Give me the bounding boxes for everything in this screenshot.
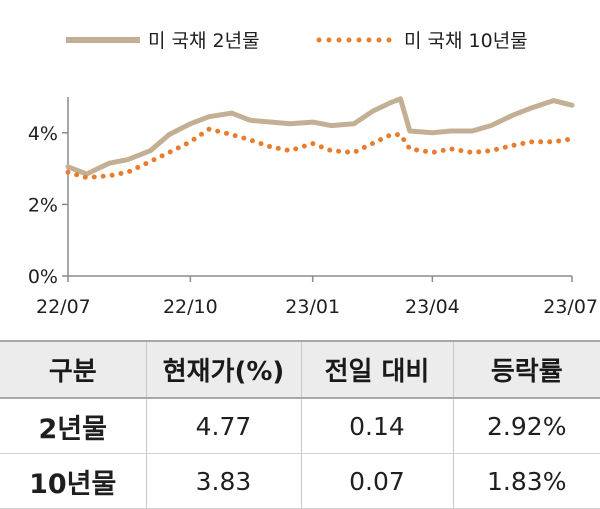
cell-change: 0.14 (301, 398, 453, 454)
cell-current-price: 3.83 (146, 454, 301, 509)
header-change-rate: 등락률 (453, 341, 600, 398)
chart-legend: 미 국채 2년물 미 국채 10년물 (66, 30, 528, 52)
yield-chart: 미 국채 2년물 미 국채 10년물 0% 2% 4% 22/07 22/10 23/01… (0, 0, 600, 330)
y-tick-label: 2% (28, 194, 58, 216)
x-tick-label: 22/07 (36, 296, 91, 318)
cell-change-rate: 2.92% (453, 398, 600, 454)
cell-change-rate: 1.83% (453, 454, 600, 509)
x-tick-label: 23/04 (405, 296, 460, 318)
legend-label-2y: 미 국채 2년물 (148, 30, 260, 52)
table-row: 10년물 3.83 0.07 1.83% (0, 454, 600, 509)
header-change: 전일 대비 (301, 341, 453, 398)
series-layer (68, 99, 572, 178)
cell-change: 0.07 (301, 454, 453, 509)
y-tick-label: 0% (28, 266, 58, 288)
row-label-2y: 2년물 (0, 398, 146, 454)
x-tick-label: 23/01 (285, 296, 340, 318)
x-tick-label: 22/10 (163, 296, 218, 318)
header-current-price: 현재가(%) (146, 341, 301, 398)
table-header-row: 구분 현재가(%) 전일 대비 등락률 (0, 341, 600, 398)
tick-layer: 0% 2% 4% 22/07 22/10 23/01 23/04 23/07 (28, 123, 598, 318)
x-tick-label: 23/07 (543, 296, 598, 318)
legend-label-10y: 미 국채 10년물 (404, 30, 528, 52)
row-label-10y: 10년물 (0, 454, 146, 509)
cell-current-price: 4.77 (146, 398, 301, 454)
y-tick-label: 4% (28, 123, 58, 145)
header-category: 구분 (0, 341, 146, 398)
table-row: 2년물 4.77 0.14 2.92% (0, 398, 600, 454)
yield-summary-table: 구분 현재가(%) 전일 대비 등락률 2년물 4.77 0.14 2.92% … (0, 340, 600, 509)
